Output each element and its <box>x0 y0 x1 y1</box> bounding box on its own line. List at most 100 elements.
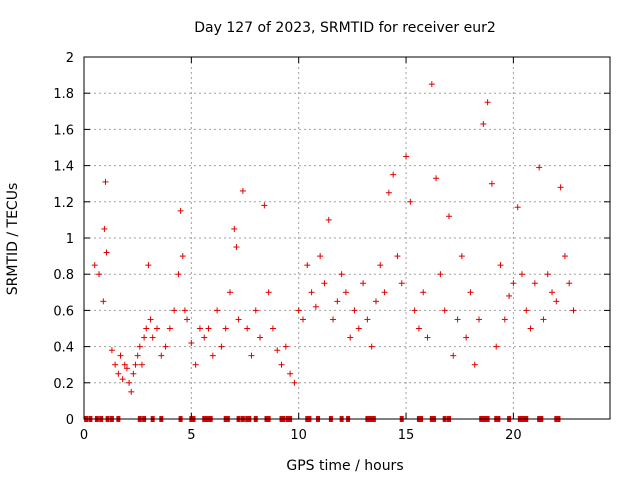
data-point <box>299 316 306 323</box>
data-point <box>403 153 410 160</box>
data-point <box>119 376 126 383</box>
data-point <box>497 262 504 269</box>
data-point <box>265 289 272 296</box>
y-tick-label: 0 <box>66 413 74 428</box>
data-point <box>179 253 186 260</box>
data-point <box>123 365 130 372</box>
data-point <box>239 187 246 194</box>
data-point <box>103 249 110 256</box>
data-point <box>175 271 182 278</box>
data-point <box>544 271 551 278</box>
data-point <box>411 307 418 314</box>
data-point <box>214 307 221 314</box>
data-point <box>501 316 508 323</box>
data-point <box>377 262 384 269</box>
data-point <box>428 81 435 88</box>
x-axis-label: GPS time / hours <box>286 458 403 474</box>
y-tick-label: 2 <box>66 51 74 66</box>
data-point <box>233 244 240 251</box>
data-point <box>514 204 521 211</box>
y-tick-label: 1 <box>66 232 74 247</box>
data-point <box>390 171 397 178</box>
data-point <box>441 307 448 314</box>
data-point <box>108 347 115 354</box>
data-point <box>454 316 461 323</box>
data-point <box>115 370 122 377</box>
data-point <box>381 289 388 296</box>
data-points <box>91 81 577 395</box>
data-point <box>196 325 203 332</box>
data-point <box>130 370 137 377</box>
data-point <box>102 178 109 185</box>
x-ticks: 0 5 10 15 20 <box>80 57 522 443</box>
y-tick-label: 0.8 <box>53 268 74 283</box>
data-point <box>100 298 107 305</box>
data-point <box>385 189 392 196</box>
data-point <box>147 316 154 323</box>
data-point <box>368 343 375 350</box>
data-point <box>372 298 379 305</box>
data-point <box>153 325 160 332</box>
data-point <box>282 343 289 350</box>
data-point <box>121 361 128 368</box>
data-point <box>398 280 405 287</box>
y-axis-label: SRMTID / TECUs <box>5 183 21 296</box>
data-point <box>171 307 178 314</box>
x-tick-label: 5 <box>187 428 195 443</box>
data-point <box>549 289 556 296</box>
data-point <box>143 325 150 332</box>
data-point <box>540 316 547 323</box>
data-point <box>570 307 577 314</box>
data-point <box>476 316 483 323</box>
data-point <box>321 280 328 287</box>
y-tick-label: 0.4 <box>53 341 74 356</box>
data-point <box>91 262 98 269</box>
data-point <box>506 292 513 299</box>
data-point <box>136 343 143 350</box>
axes <box>83 56 611 420</box>
data-point <box>112 361 119 368</box>
y-tick-label: 1.6 <box>53 123 74 138</box>
data-point <box>364 316 371 323</box>
y-tick-label: 1.8 <box>53 87 74 102</box>
data-point <box>488 180 495 187</box>
y-tick-label: 0.6 <box>53 304 74 319</box>
data-point <box>126 379 133 386</box>
data-point <box>308 289 315 296</box>
plot-frame <box>83 56 611 420</box>
data-point <box>415 325 422 332</box>
data-point <box>437 271 444 278</box>
data-point <box>523 307 530 314</box>
data-point <box>561 253 568 260</box>
data-point <box>334 298 341 305</box>
data-point <box>291 379 298 386</box>
data-point <box>166 325 173 332</box>
grid-lines <box>84 57 610 419</box>
data-point <box>184 316 191 323</box>
data-point <box>209 352 216 359</box>
y-ticks: 0 0.2 0.4 0.6 0.8 1 1.2 1.4 1.6 1.8 2 <box>53 51 610 428</box>
data-point <box>325 216 332 223</box>
data-point <box>244 325 251 332</box>
data-point <box>467 289 474 296</box>
chart-title: Day 127 of 2023, SRMTID for receiver eur… <box>194 20 496 36</box>
data-point <box>355 325 362 332</box>
data-point <box>338 271 345 278</box>
data-point <box>312 303 319 310</box>
data-point <box>342 289 349 296</box>
x-tick-label: 10 <box>290 428 307 443</box>
data-point <box>141 334 148 341</box>
data-point <box>117 352 124 359</box>
y-tick-label: 1.2 <box>53 196 74 211</box>
data-point <box>248 352 255 359</box>
y-tick-label: 1.4 <box>53 160 74 175</box>
data-point <box>458 253 465 260</box>
data-point <box>235 316 242 323</box>
data-point <box>128 388 135 395</box>
data-point <box>317 253 324 260</box>
data-point <box>101 225 108 232</box>
data-point <box>566 280 573 287</box>
data-point <box>557 184 564 191</box>
data-point <box>493 343 500 350</box>
